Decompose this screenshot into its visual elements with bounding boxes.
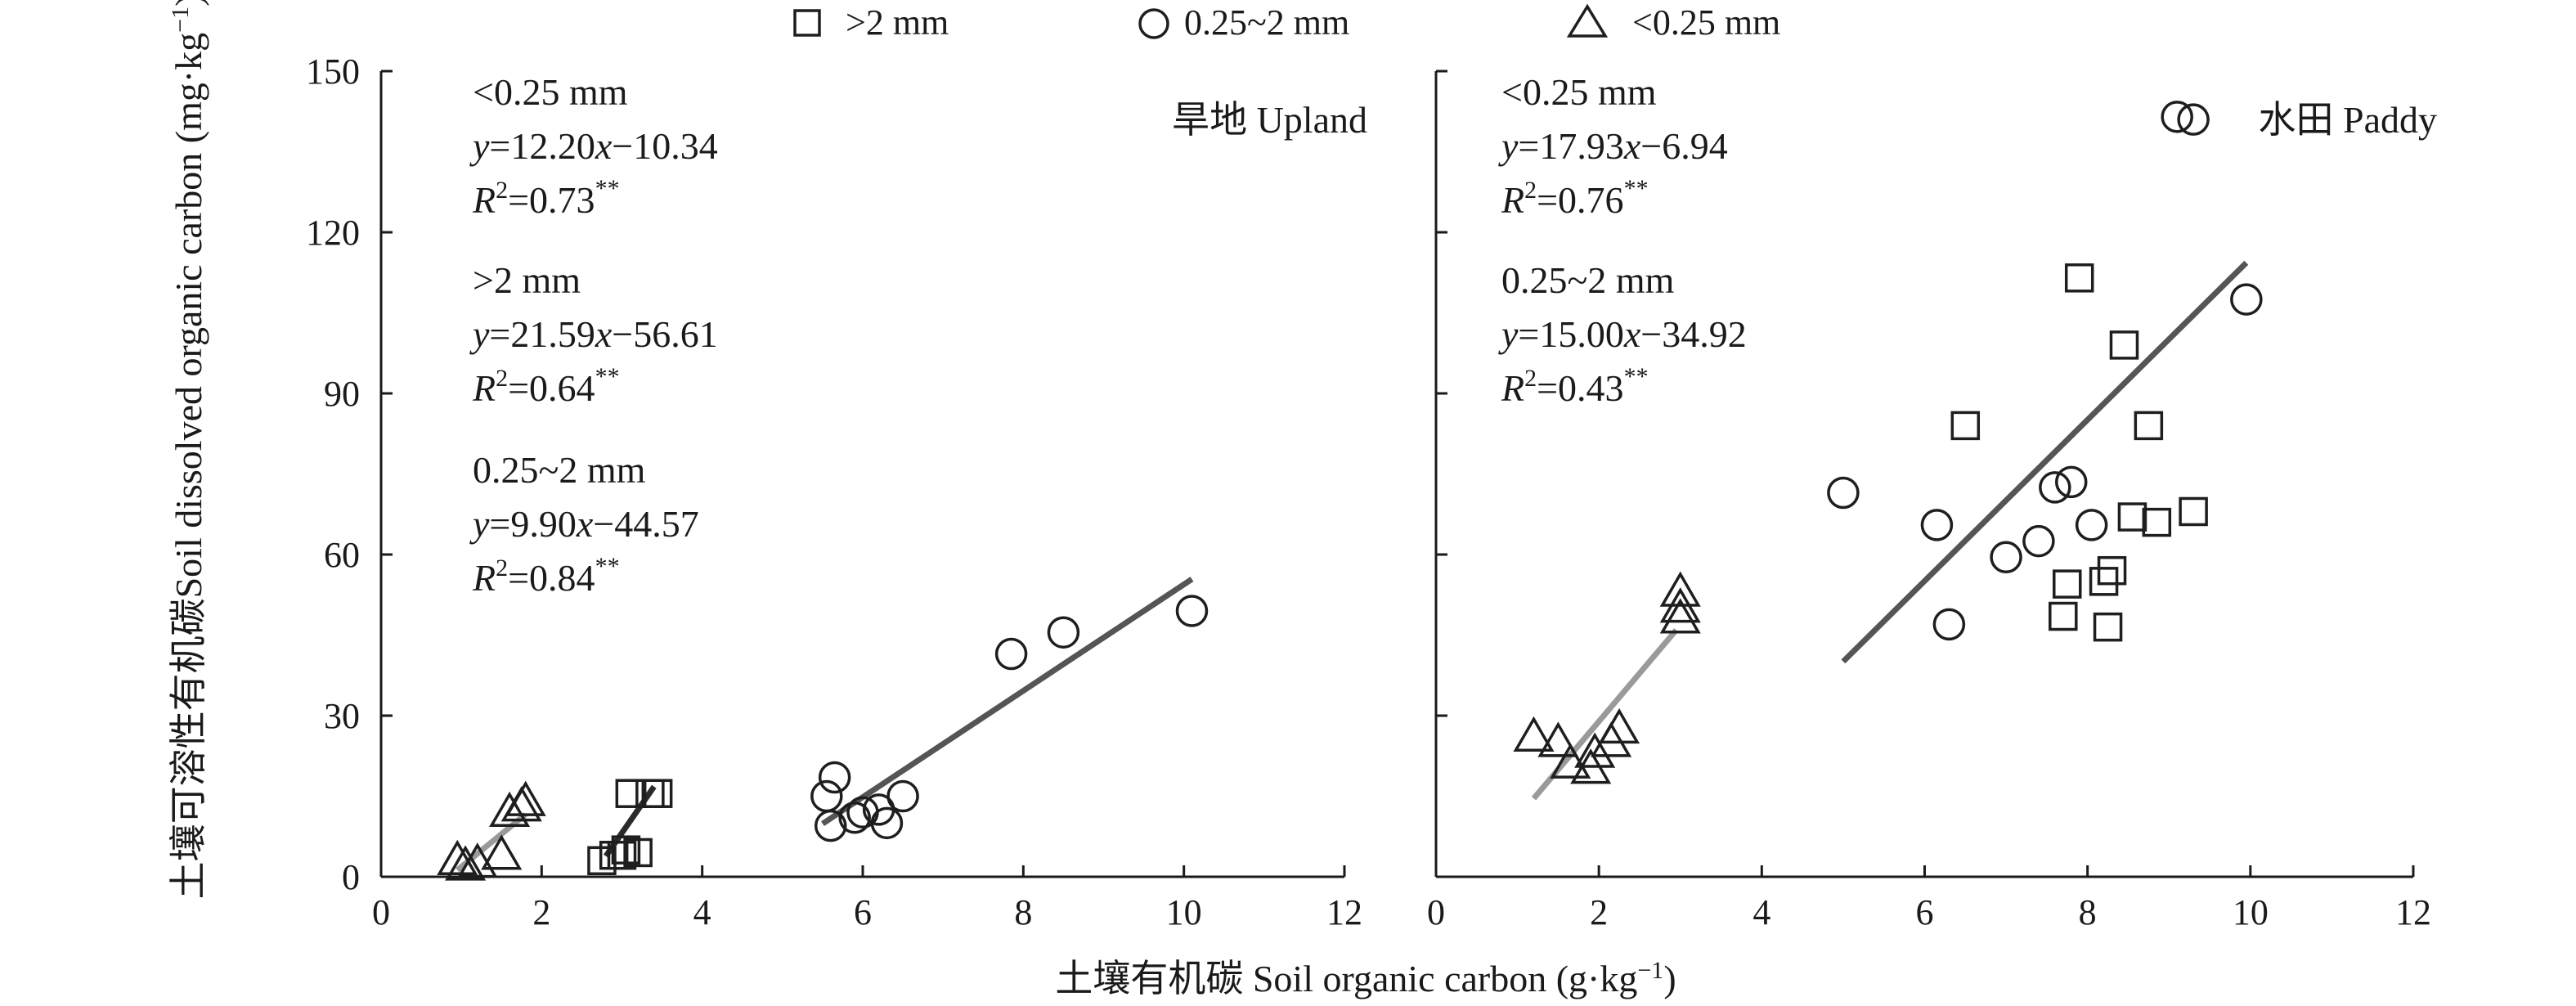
- y-tick-label: 120: [306, 213, 360, 253]
- annotation-r-squared: R2=0.43**: [1501, 363, 1649, 409]
- data-point-square: [2049, 601, 2078, 631]
- annotation-group-label: 0.25~2 mm: [1501, 259, 1675, 301]
- y-tick-label: 60: [324, 535, 360, 575]
- data-point-circle: [886, 779, 919, 813]
- data-point-circle: [2177, 103, 2210, 136]
- x-tick-label: 4: [693, 892, 711, 932]
- annotation-r-squared: R2=0.64**: [472, 363, 620, 409]
- x-tick-label: 2: [1590, 892, 1608, 932]
- data-point-square: [623, 838, 653, 868]
- annotation-group-label: <0.25 mm: [473, 71, 628, 113]
- legend: >2 mm 0.25~2 mm <0.25 mm: [793, 2, 1780, 43]
- y-tick-label: 0: [342, 857, 360, 897]
- data-point-square: [2117, 502, 2147, 532]
- data-point-square: [2053, 569, 2082, 599]
- x-tick-label: 0: [1427, 892, 1445, 932]
- legend-label-gt2: >2 mm: [846, 2, 949, 43]
- y-axis-title: 土壤可溶性有机碳Soil dissolved organic carbon (m…: [167, 0, 209, 899]
- legend-square-marker: [793, 9, 821, 37]
- data-point-square: [2093, 612, 2123, 642]
- fit-line: [820, 577, 1194, 827]
- data-point-triangle: [1659, 571, 1701, 607]
- data-point-circle: [1827, 476, 1860, 510]
- data-point-circle: [1932, 608, 1966, 641]
- data-point-circle: [818, 761, 851, 794]
- data-point-square: [2109, 330, 2139, 360]
- y-tick-label: 90: [324, 374, 360, 414]
- x-tick-label: 8: [1014, 892, 1032, 932]
- annotation-equation: y=15.00x−34.92: [1498, 313, 1747, 355]
- annotation-r-squared: R2=0.76**: [1501, 175, 1649, 221]
- x-tick-label: 12: [1326, 892, 1362, 932]
- data-point-triangle: [1537, 721, 1579, 757]
- x-tick-label: 6: [854, 892, 872, 932]
- y-axis-label-cn: 土壤可溶性有机碳Soil dissolved organic carbon (m…: [167, 0, 209, 899]
- data-point-circle: [1920, 509, 1954, 541]
- x-tick-label: 8: [2079, 892, 2097, 932]
- annotation-group-label: >2 mm: [473, 259, 581, 301]
- data-point-circle: [2161, 101, 2193, 133]
- legend-triangle-marker: [1566, 3, 1609, 38]
- data-point-square: [2097, 555, 2127, 586]
- legend-label-lt025: <0.25 mm: [1632, 2, 1780, 43]
- data-point-triangle: [489, 791, 531, 827]
- data-point-circle: [2075, 509, 2108, 541]
- legend-circle-marker: [1138, 8, 1169, 39]
- annotation-r-squared: R2=0.73**: [472, 175, 620, 221]
- data-point-square: [615, 779, 645, 808]
- panel-paddy: 0 2 4 6 8 10 12 水田 Paddy <0.25 mm y=17.93x−6.94 R2…: [1427, 70, 2438, 932]
- data-point-square: [643, 779, 673, 808]
- data-point-circle: [2022, 524, 2055, 558]
- annotation-group-label: <0.25 mm: [1501, 71, 1657, 113]
- data-point-circle: [814, 809, 847, 842]
- x-tick-label: 6: [1916, 892, 1934, 932]
- data-point-triangle: [445, 845, 487, 881]
- annotation-equation: y=12.20x−10.34: [469, 125, 718, 167]
- panel-label: 水田 Paddy: [2259, 99, 2438, 141]
- data-point-triangle: [437, 839, 478, 876]
- annotation-equation: y=21.59x−56.61: [469, 313, 718, 355]
- data-point-triangle: [1513, 716, 1555, 752]
- panel-upland: 0 30 60 90 120 150 0 2 4 6 8 10 12 旱地 Upland <0.25 mm y…: [306, 52, 1367, 932]
- annotation-equation: y=17.93x−6.94: [1498, 125, 1728, 167]
- annotation-r-squared: R2=0.84**: [472, 553, 620, 599]
- data-point-triangle: [1574, 732, 1616, 768]
- data-point-square: [2142, 507, 2172, 537]
- legend-label-mid: 0.25~2 mm: [1184, 2, 1349, 43]
- x-tick-label: 4: [1752, 892, 1770, 932]
- annotation-equation: y=9.90x−44.57: [469, 503, 699, 545]
- x-tick-label: 10: [2233, 892, 2269, 932]
- data-point-square: [2179, 496, 2208, 527]
- y-tick-label: 30: [324, 696, 360, 736]
- data-point-triangle: [1599, 707, 1640, 744]
- data-point-circle: [2055, 465, 2088, 499]
- data-point-circle: [1047, 616, 1080, 649]
- x-axis-title: 土壤有机碳 Soil organic carbon (g·kg−1): [1055, 957, 1676, 999]
- data-point-triangle: [481, 834, 523, 870]
- data-point-square: [607, 840, 637, 870]
- data-point-circle: [1990, 541, 2022, 574]
- panel-label: 旱地 Upland: [1172, 99, 1367, 141]
- y-tick-label: 150: [306, 52, 360, 92]
- data-point-circle: [838, 802, 871, 834]
- data-point-square: [1950, 411, 1981, 441]
- data-point-triangle: [505, 780, 546, 816]
- x-tick-label: 0: [372, 892, 390, 932]
- fit-line: [1841, 260, 2249, 664]
- data-point-circle: [994, 637, 1028, 671]
- data-point-square: [2134, 411, 2164, 441]
- x-tick-label: 2: [532, 892, 550, 932]
- data-point-circle: [870, 806, 904, 840]
- data-point-triangle: [1659, 598, 1701, 634]
- x-tick-label: 10: [1166, 892, 1202, 932]
- annotation-group-label: 0.25~2 mm: [473, 449, 646, 491]
- data-point-circle: [2230, 283, 2263, 316]
- data-point-square: [2064, 263, 2094, 293]
- data-point-circle: [1175, 595, 1209, 627]
- data-point-square: [2089, 567, 2119, 596]
- x-tick-label: 12: [2395, 892, 2431, 932]
- data-point-circle: [2039, 471, 2071, 504]
